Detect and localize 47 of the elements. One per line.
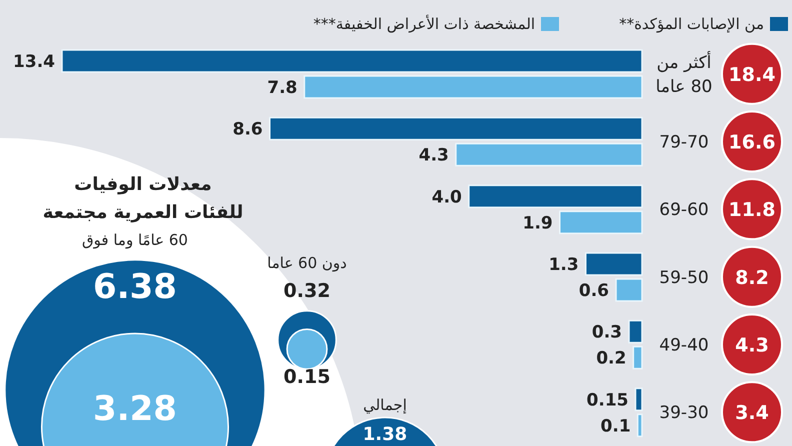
bar bbox=[61, 49, 643, 73]
y-tick-label: 49-40 bbox=[659, 336, 709, 356]
data-label: 0.15 bbox=[284, 366, 330, 388]
category-label: دون 60 عاما bbox=[267, 254, 347, 272]
data-label: 4.3 bbox=[418, 146, 449, 166]
data-label: 16.6 bbox=[728, 132, 776, 154]
bar bbox=[269, 116, 643, 140]
bar bbox=[559, 210, 643, 234]
bar bbox=[628, 320, 643, 344]
data-label: 1.38 bbox=[362, 424, 408, 445]
y-tick-label: 39-30 bbox=[659, 403, 709, 424]
data-label: 0.6 bbox=[578, 281, 610, 301]
data-label: 0.1 bbox=[600, 416, 631, 436]
legend-label: من الإصابات المؤكدة** bbox=[619, 15, 764, 33]
data-label: 0.3 bbox=[592, 322, 622, 343]
data-label: 6.38 bbox=[93, 267, 177, 307]
text: معدلات الوفيات للفئات العمرية مجتمعة bbox=[42, 174, 244, 223]
data-label: 11.8 bbox=[728, 199, 776, 222]
data-label: 8.6 bbox=[232, 120, 263, 140]
bar bbox=[636, 414, 643, 438]
y-tick-label: 79-70 bbox=[659, 132, 709, 152]
bar bbox=[455, 142, 643, 166]
y-tick-label: 69-60 bbox=[659, 200, 709, 220]
bar bbox=[468, 184, 643, 208]
bar bbox=[615, 278, 643, 302]
data-label: 0.15 bbox=[586, 390, 629, 410]
data-label: 4.0 bbox=[432, 187, 462, 208]
bar bbox=[634, 388, 643, 412]
bar bbox=[304, 75, 643, 99]
category-label: 60 عامًا وما فوق bbox=[82, 231, 188, 249]
bar bbox=[584, 252, 643, 276]
y-tick-label: أكثر من 80 عاما bbox=[656, 50, 712, 97]
data-label: 1.9 bbox=[522, 213, 553, 234]
data-label: 4.3 bbox=[735, 334, 769, 356]
category-label: إجمالي bbox=[363, 396, 407, 414]
bar bbox=[632, 346, 643, 370]
data-label: 0.32 bbox=[284, 280, 330, 302]
data-label: 8.2 bbox=[735, 266, 769, 289]
data-label: 13.4 bbox=[13, 52, 56, 72]
data-label: 3.28 bbox=[93, 389, 177, 429]
data-label: 0.2 bbox=[596, 348, 626, 369]
data-label: 1.3 bbox=[548, 255, 579, 275]
y-tick-label: 59-50 bbox=[659, 268, 709, 288]
data-label: 3.4 bbox=[735, 402, 769, 424]
legend-label: المشخصة ذات الأعراض الخفيفة*** bbox=[313, 15, 536, 33]
data-label: 18.4 bbox=[728, 64, 776, 86]
data-label: 7.8 bbox=[267, 78, 298, 98]
